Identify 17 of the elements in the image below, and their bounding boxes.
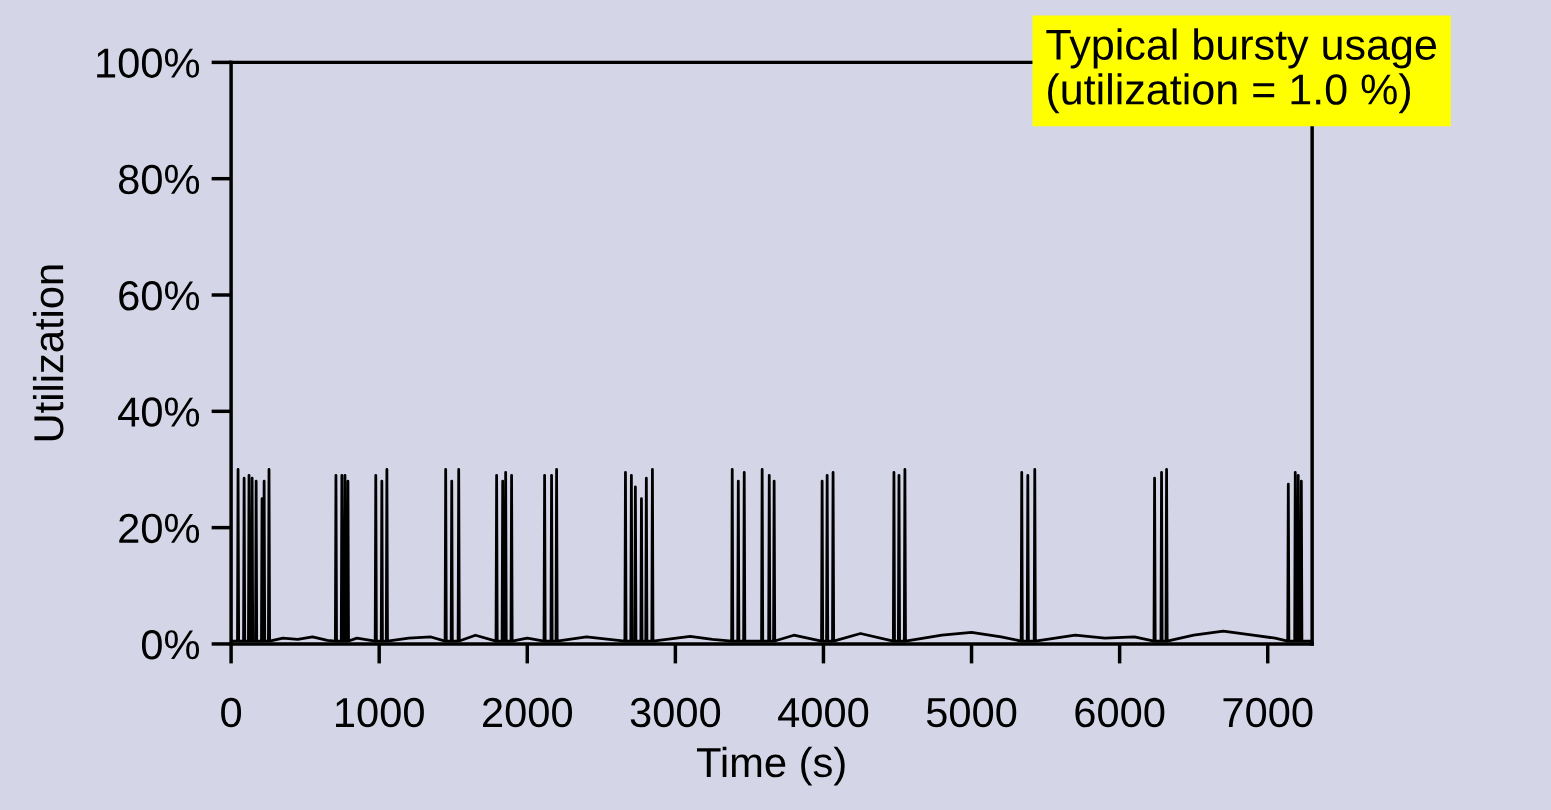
x-tick-label: 7000	[1223, 697, 1313, 728]
x-tick-label: 3000	[630, 697, 721, 728]
x-axis-title: Time (s)	[696, 746, 845, 786]
y-tick-label: 100%	[97, 48, 200, 78]
y-tick-label: 20%	[119, 513, 200, 544]
x-tick-label: 2000	[483, 697, 572, 728]
x-tick-label: 0	[221, 697, 242, 728]
x-tick-label: 4000	[778, 697, 869, 728]
x-tick-label: 5000	[926, 697, 1017, 728]
annotation: Typical bursty usage (utilization = 1.0 %)	[1046, 28, 1436, 114]
y-tick-label: 40%	[118, 397, 200, 427]
y-tick-label: 60%	[119, 281, 200, 311]
y-tick-label: 80%	[118, 164, 200, 195]
x-tick-label: 6000	[1075, 697, 1165, 728]
x-tick-label: 1000	[336, 697, 424, 728]
y-axis-title: Utilization	[32, 265, 64, 441]
y-tick-label: 0%	[141, 629, 200, 660]
